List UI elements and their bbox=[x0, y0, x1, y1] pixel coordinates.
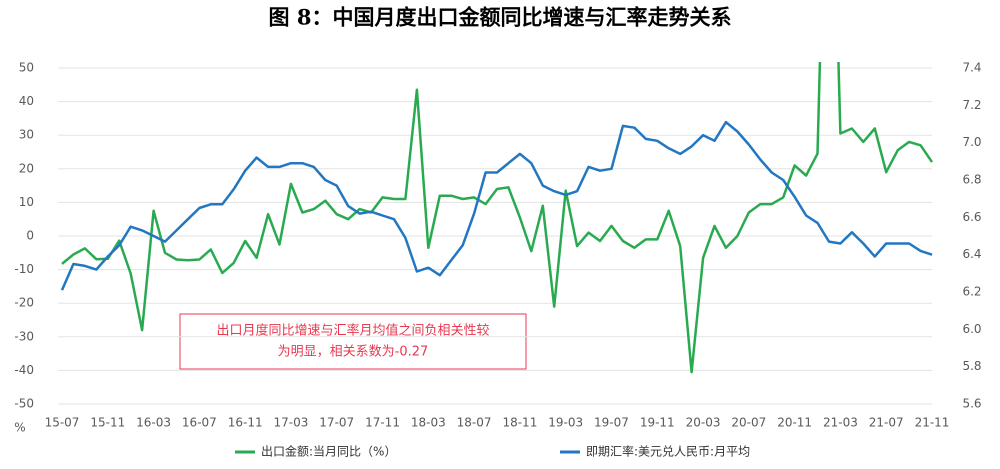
x-tick-label: 21-07 bbox=[869, 416, 904, 430]
y-tick-label: -40 bbox=[14, 363, 34, 377]
y-tick-label: -20 bbox=[14, 296, 34, 310]
plot-area bbox=[60, 62, 934, 374]
annotation: 出口月度同比增速与汇率月均值之间负相关性较 bbox=[216, 323, 489, 339]
x-tick-label: 18-07 bbox=[457, 416, 492, 430]
x-tick-label: 17-03 bbox=[274, 416, 309, 430]
x-tick-label: 19-11 bbox=[640, 416, 675, 430]
y-tick-label: 50 bbox=[19, 61, 34, 75]
y-unit: % bbox=[14, 421, 25, 435]
x-tick-label: 16-07 bbox=[182, 416, 217, 430]
y-tick-label: 10 bbox=[19, 195, 34, 209]
y-tick-label: 0 bbox=[26, 229, 34, 243]
x-tick-label: 19-07 bbox=[594, 416, 629, 430]
x-tick-label: 15-07 bbox=[45, 416, 80, 430]
x-tick-label: 19-03 bbox=[548, 416, 583, 430]
y-tick-label: -30 bbox=[14, 329, 34, 343]
y-tick-label: 40 bbox=[19, 94, 34, 108]
y2-tick-label: 6.0 bbox=[962, 322, 981, 336]
y2-tick-label: 6.6 bbox=[962, 210, 981, 224]
x-tick-label: 18-03 bbox=[411, 416, 446, 430]
y2-tick-label: 7.0 bbox=[962, 135, 981, 149]
legend-label: 出口金额:当月同比（%） bbox=[261, 444, 396, 459]
y-tick-label: 20 bbox=[19, 161, 34, 175]
y2-tick-label: 7.4 bbox=[962, 61, 981, 75]
y2-tick-label: 5.8 bbox=[962, 359, 981, 373]
x-tick-label: 15-11 bbox=[90, 416, 125, 430]
chart-title: 图 8：中国月度出口金额同比增速与汇率走势关系 bbox=[269, 5, 732, 30]
legend-label: 即期汇率:美元兑人民币:月平均 bbox=[586, 444, 750, 459]
annotation: 为明显，相关系数为-0.27 bbox=[278, 345, 429, 360]
y-tick-label: -50 bbox=[14, 397, 34, 411]
x-tick-label: 16-11 bbox=[228, 416, 263, 430]
x-tick-label: 18-11 bbox=[502, 416, 537, 430]
x-tick-label: 21-03 bbox=[823, 416, 858, 430]
y-tick-label: -10 bbox=[14, 262, 34, 276]
x-tick-label: 17-07 bbox=[319, 416, 354, 430]
x-tick-label: 17-11 bbox=[365, 416, 400, 430]
x-tick-label: 21-11 bbox=[915, 416, 950, 430]
y2-tick-label: 7.2 bbox=[962, 98, 981, 112]
y2-tick-label: 5.6 bbox=[962, 397, 981, 411]
y2-tick-label: 6.4 bbox=[962, 247, 981, 261]
x-tick-label: 16-03 bbox=[136, 416, 171, 430]
y-tick-label: 30 bbox=[19, 128, 34, 142]
series-line bbox=[60, 120, 933, 291]
x-tick-label: 20-07 bbox=[731, 416, 766, 430]
y2-tick-label: 6.8 bbox=[962, 173, 981, 187]
annotation-box bbox=[179, 313, 527, 370]
y2-tick-label: 6.2 bbox=[962, 285, 981, 299]
x-tick-label: 20-11 bbox=[777, 416, 812, 430]
x-tick-label: 20-03 bbox=[686, 416, 721, 430]
